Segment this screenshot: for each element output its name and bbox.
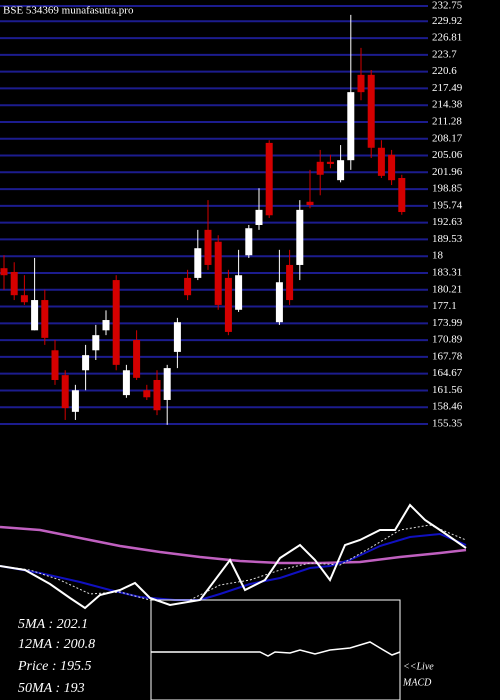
candle-body — [398, 178, 406, 213]
candle-body — [112, 280, 120, 365]
candle-body — [143, 390, 151, 398]
candle-body — [296, 209, 304, 265]
candle-body — [41, 300, 49, 338]
candle-body — [388, 154, 396, 181]
y-tick-label: 18 — [432, 250, 444, 262]
y-tick-label: 198.85 — [432, 183, 463, 195]
y-tick-label: 167.78 — [432, 350, 463, 362]
y-tick-label: 164.67 — [432, 367, 463, 379]
candle-body — [316, 161, 324, 175]
info-line: 50MA : 193 — [18, 681, 85, 696]
candle-body — [357, 74, 365, 93]
candle-body — [326, 161, 334, 164]
candle-body — [61, 375, 69, 409]
candle-body — [0, 268, 8, 276]
info-line: 12MA : 200.8 — [18, 637, 95, 652]
ma-line-5 — [0, 503, 467, 610]
candle-body — [367, 74, 375, 148]
y-tick-label: 180.21 — [432, 283, 462, 295]
y-tick-label: 177.1 — [432, 300, 457, 312]
candle-body — [245, 228, 253, 256]
candle-body — [255, 209, 263, 225]
candle-body — [133, 340, 141, 378]
y-tick-label: 192.63 — [432, 216, 463, 228]
y-tick-label: 220.6 — [432, 65, 457, 77]
candle-body — [194, 248, 202, 278]
candle-body — [20, 295, 28, 303]
candle-body — [377, 147, 385, 176]
y-tick-label: 158.46 — [432, 401, 463, 413]
y-tick-label: 195.74 — [432, 199, 463, 211]
y-tick-label: 226.81 — [432, 32, 462, 44]
candle-body — [51, 350, 59, 380]
candle-body — [224, 277, 232, 332]
candle-body — [347, 92, 355, 161]
y-tick-label: 170.89 — [432, 334, 463, 346]
y-tick-label: 223.7 — [432, 48, 457, 60]
info-line: Price : 195.5 — [17, 659, 91, 674]
candle-body — [214, 241, 222, 305]
y-tick-label: 155.35 — [432, 418, 463, 430]
y-tick-label: 183.31 — [432, 267, 462, 279]
y-tick-label: 229.92 — [432, 15, 462, 27]
candle-body — [31, 300, 39, 331]
candle-body — [265, 142, 273, 216]
y-tick-label: 205.06 — [432, 149, 463, 161]
candle-body — [102, 320, 110, 331]
candle-body — [306, 201, 314, 206]
y-tick-label: 189.53 — [432, 233, 463, 245]
y-tick-label: 214.38 — [432, 99, 463, 111]
ma-line-5-dash — [0, 524, 467, 601]
y-tick-label: 232.75 — [432, 0, 463, 12]
macd-box — [150, 599, 401, 700]
candle-body — [153, 379, 161, 411]
candle-body — [286, 264, 294, 301]
grid — [0, 5, 428, 425]
candle-body — [275, 282, 283, 323]
candle-body — [173, 322, 181, 352]
candle-body — [204, 229, 212, 265]
ma-line-50 — [0, 525, 467, 565]
ma-panel — [0, 503, 467, 610]
candle-body — [71, 390, 79, 412]
y-tick-label: 217.49 — [432, 82, 463, 94]
y-tick-label: 173.99 — [432, 317, 463, 329]
y-tick-label: 161.56 — [432, 384, 463, 396]
candle-body — [184, 277, 192, 296]
chart-title: BSE 534369 munafasutra.pro — [3, 5, 134, 17]
y-tick-label: 211.28 — [432, 115, 462, 127]
candle-body — [92, 335, 100, 351]
candle-body — [10, 271, 18, 296]
candle-body — [163, 368, 171, 400]
macd-line — [151, 641, 401, 657]
y-tick-label: 208.17 — [432, 132, 463, 144]
candles — [0, 14, 406, 425]
candle-body — [122, 370, 130, 396]
candle-body — [235, 275, 243, 310]
y-tick-label: 201.96 — [432, 166, 463, 178]
macd-label: MACD — [402, 677, 432, 688]
candle-body — [82, 355, 90, 371]
live-label: <<Live — [403, 661, 434, 672]
candle-body — [337, 160, 345, 181]
info-line: 5MA : 202.1 — [18, 617, 88, 632]
ma-line-12 — [0, 532, 467, 601]
